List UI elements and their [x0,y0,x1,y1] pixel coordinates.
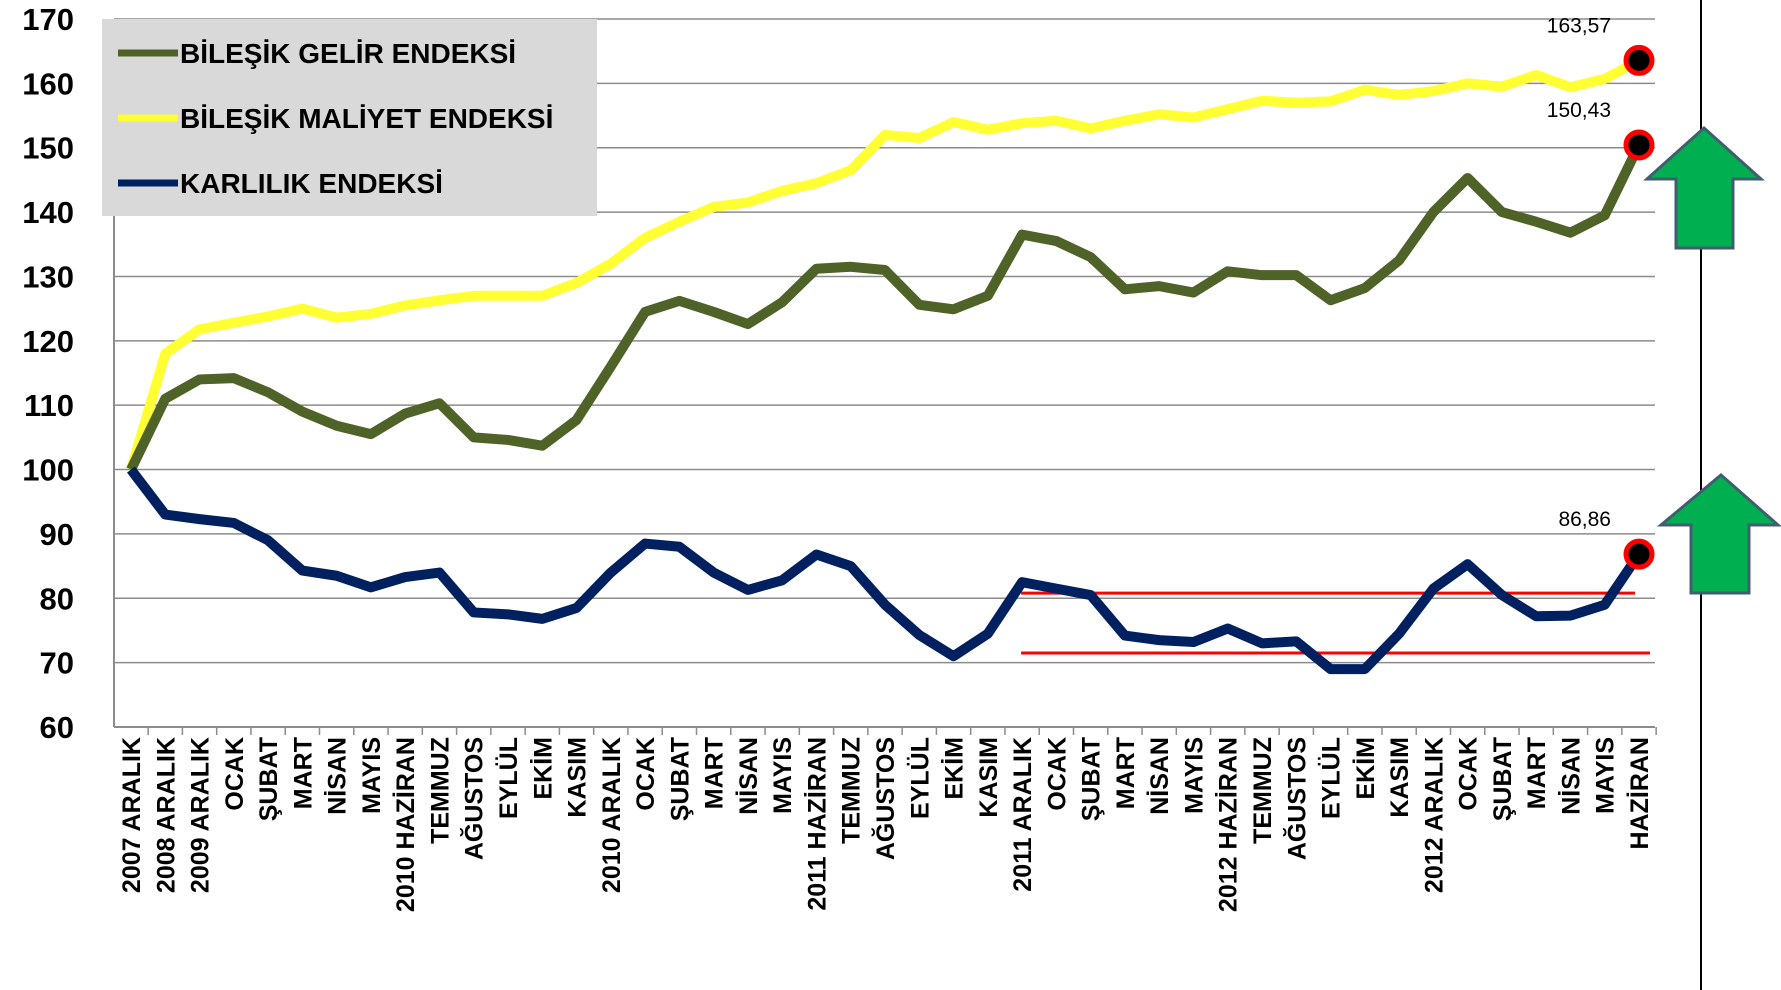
x-tick-label: MART [289,737,317,809]
legend-label: BİLEŞİK GELİR ENDEKSİ [180,38,516,69]
end-marker [1623,44,1655,76]
y-tick-label: 90 [40,517,74,552]
x-tick-label: ŞUBAT [1489,737,1517,821]
x-tick-label: 2009 ARALIK [187,737,215,893]
x-tick-label: MART [1523,737,1551,809]
x-tick-label: NİSAN [1146,737,1174,815]
x-tick-label: NİSAN [324,737,352,815]
up-arrow [1643,125,1765,250]
x-tick-label: 2007 ARALIK [118,737,146,893]
x-tick-label: AĞUSTOS [1282,737,1311,860]
x-tick-label: 2011 HAZİRAN [803,737,831,911]
x-tick-label: OCAK [221,737,249,811]
x-tick-label: TEMMUZ [426,737,454,844]
x-tick-label: MAYIS [358,737,386,814]
x-tick-label: MAYIS [769,737,797,814]
x-tick-label: NİSAN [1557,737,1585,815]
data-label: 163,57 [1547,14,1611,37]
x-tick-label: KASIM [564,737,592,818]
y-tick-label: 100 [22,453,74,488]
data-label: 150,43 [1547,99,1611,122]
y-tick-label: 150 [22,131,74,166]
legend-box [102,19,597,216]
y-tick-label: 140 [22,195,74,230]
plot-area: 60 70 80 90 100 110 120 130 140 150 160 170 2007 ARA… [22,2,1657,912]
x-tick-label: EKİM [529,737,557,800]
up-arrow [1656,473,1781,595]
x-tick-label: ŞUBAT [1078,737,1106,821]
x-tick-label: OCAK [632,737,660,811]
y-tick-label: 80 [40,581,74,616]
x-tick-label: NİSAN [735,737,763,815]
x-tick-label: TEMMUZ [1249,737,1277,844]
x-tick-label: EYLÜL [905,737,934,819]
y-tick-label: 60 [40,710,74,745]
x-tick-label: AĞUSTOS [460,737,489,860]
x-tick-label: 2010 HAZİRAN [392,737,420,912]
end-marker [1623,538,1655,570]
data-label: 86,86 [1558,508,1611,531]
x-tick-label: MAYIS [1592,737,1620,814]
x-tick-label: TEMMUZ [838,737,866,844]
y-tick-label: 160 [22,66,74,101]
x-tick-label: 2008 ARALIK [152,737,180,893]
y-tick-label: 130 [22,259,74,294]
x-tick-label: EKİM [1352,737,1380,800]
legend-label: BİLEŞİK MALİYET ENDEKSİ [180,103,553,134]
x-tick-label: 2010 ARALIK [598,737,626,893]
x-tick-label: KASIM [975,737,1003,818]
x-tick-label: MAYIS [1180,737,1208,814]
x-tick-label: OCAK [1455,737,1483,811]
x-tick-label: OCAK [1043,737,1071,811]
x-tick-label: ŞUBAT [255,737,283,821]
x-tick-label: MART [1112,737,1140,809]
x-tick-label: EKİM [941,737,969,800]
x-tick-label: 2012 ARALIK [1420,737,1448,893]
y-tick-label: 120 [22,324,74,359]
series-line [126,142,1644,472]
x-tick-label: AĞUSTOS [871,737,900,860]
x-tick-label: 2012 HAZİRAN [1215,737,1243,912]
x-tick-label: KASIM [1386,737,1414,818]
legend-label: KARLILIK ENDEKSİ [180,168,443,199]
x-tick-label: EYLÜL [494,737,523,819]
x-tick-label: ŞUBAT [666,737,694,821]
series-line [126,55,1642,471]
x-tick-label: 2011 ARALIK [1009,737,1037,892]
x-tick-label: EYLÜL [1317,737,1346,819]
y-tick-label: 70 [40,646,74,681]
y-tick-label: 110 [24,388,74,423]
end-marker [1623,129,1655,161]
y-tick-label: 170 [22,2,74,37]
x-tick-label: MART [701,737,729,809]
x-tick-label: HAZİRAN [1626,737,1654,850]
series-line [127,466,1644,675]
